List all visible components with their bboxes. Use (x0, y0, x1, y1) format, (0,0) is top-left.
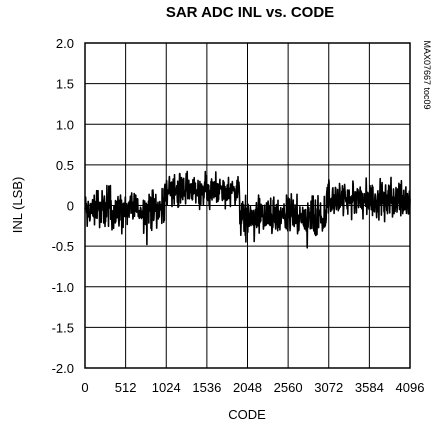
x-tick-label: 3072 (314, 380, 343, 395)
x-tick-label: 512 (115, 380, 137, 395)
y-tick-label: 0 (67, 199, 74, 214)
x-tick-label: 4096 (396, 380, 425, 395)
x-tick-label: 3584 (355, 380, 384, 395)
x-axis-label: CODE (228, 407, 266, 422)
inl-series-line (84, 170, 411, 249)
y-tick-label: 0.5 (56, 158, 74, 173)
chart-title: SAR ADC INL vs. CODE (166, 4, 334, 21)
inl-trace (84, 170, 411, 249)
y-tick-label: -1.5 (52, 320, 74, 335)
figure-code-watermark: MAX07667 toc09 (422, 40, 432, 109)
y-tick-label: -2.0 (52, 361, 74, 376)
y-tick-labels: 2.0 1.5 1.0 0.5 0 -0.5 -1.0 -1.5 -2.0 (52, 36, 74, 376)
y-tick-label: -0.5 (52, 239, 74, 254)
x-tick-labels: 0 512 1024 1536 2048 2560 3072 3584 4096 (81, 380, 424, 395)
y-tick-label: 2.0 (56, 36, 74, 51)
y-tick-label: 1.5 (56, 77, 74, 92)
y-axis-label: INL (LSB) (10, 177, 25, 234)
y-tick-label: -1.0 (52, 280, 74, 295)
plot-frame (84, 42, 411, 369)
x-tick-label: 0 (81, 380, 88, 395)
y-tick-label: 1.0 (56, 117, 74, 132)
x-tick-label: 1024 (152, 380, 181, 395)
x-tick-label: 2560 (274, 380, 303, 395)
x-tick-label: 2048 (233, 380, 262, 395)
x-tick-label: 1536 (192, 380, 221, 395)
